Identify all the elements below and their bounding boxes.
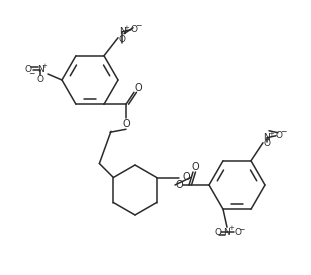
Text: +: + — [41, 63, 47, 69]
Text: O: O — [215, 228, 221, 237]
Text: −: − — [280, 127, 286, 136]
Text: −: − — [28, 70, 34, 78]
Text: N: N — [224, 228, 230, 237]
Text: N: N — [37, 65, 43, 75]
Text: N: N — [118, 27, 125, 36]
Text: +: + — [268, 131, 274, 137]
Text: O: O — [263, 139, 271, 148]
Text: O: O — [25, 65, 31, 75]
Text: O: O — [131, 25, 137, 34]
Text: −: − — [238, 225, 244, 234]
Text: O: O — [118, 35, 126, 44]
Text: O: O — [134, 83, 142, 93]
Text: O: O — [234, 228, 242, 237]
Text: −: − — [135, 21, 141, 30]
Text: +: + — [228, 225, 234, 231]
Text: O: O — [276, 131, 282, 140]
Text: +: + — [123, 25, 129, 31]
Text: O: O — [175, 180, 183, 190]
Text: O: O — [36, 75, 44, 84]
Text: O: O — [122, 119, 130, 129]
Text: O: O — [191, 162, 199, 172]
Text: N: N — [264, 133, 270, 142]
Text: O: O — [183, 172, 190, 183]
